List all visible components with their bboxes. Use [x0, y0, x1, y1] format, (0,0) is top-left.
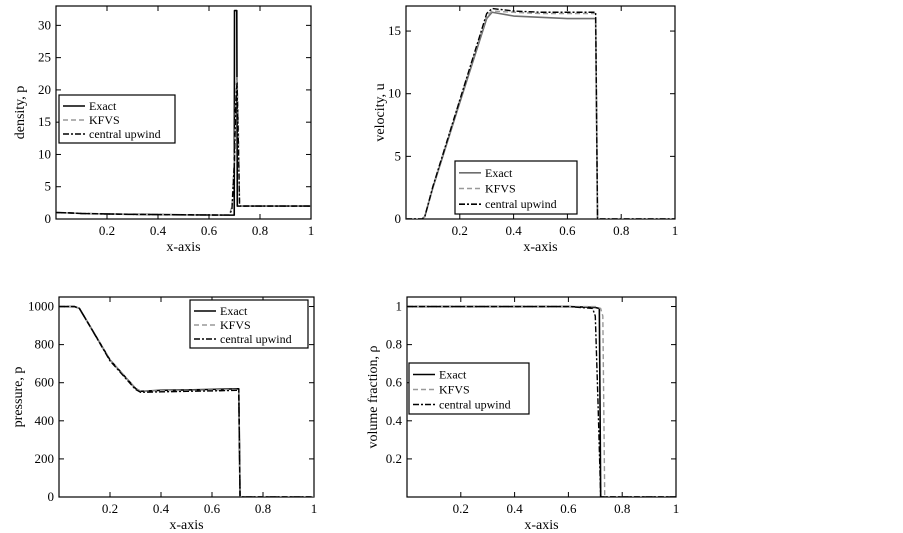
legend-box: [58, 94, 176, 144]
y-axis-label: volume fraction, ρ: [366, 345, 381, 448]
legend-label: central upwind: [485, 197, 557, 211]
chart-panel-3: 0.2 0.4 0.6 0.8 1 0 200 400 600 800 1000 x-axis pres…: [11, 296, 318, 533]
x-axis-label: x-axis: [169, 518, 203, 533]
y-tick-label: 10: [388, 86, 401, 101]
x-tick-label: 0.4: [506, 501, 523, 516]
x-tick-label: 0.6: [560, 501, 577, 516]
x-tick-label: 0.6: [204, 501, 221, 516]
y-tick-label: 0.8: [386, 337, 402, 352]
x-tick-label: 0.6: [559, 223, 576, 238]
legend-label: Exact: [220, 304, 248, 318]
x-axis-label: x-axis: [524, 518, 558, 533]
x-tick-label: 1: [672, 223, 679, 238]
y-tick-label: 800: [35, 337, 55, 352]
y-tick-label: 0.6: [386, 375, 403, 390]
x-tick-label: 0.2: [452, 223, 468, 238]
y-tick-label: 30: [38, 17, 51, 32]
y-tick-label: 400: [35, 413, 55, 428]
y-tick-label: 10: [38, 146, 51, 161]
y-tick-label: 1: [396, 299, 403, 314]
y-tick-label: 0: [45, 211, 52, 226]
y-tick-label: 5: [395, 148, 402, 163]
legend-box: [408, 362, 530, 415]
series-line-central-upwind: [56, 82, 311, 216]
y-tick-label: 200: [35, 451, 55, 466]
x-tick-label: 0.2: [453, 501, 469, 516]
legend-label: Exact: [89, 99, 117, 113]
legend-label: KFVS: [220, 318, 251, 332]
legend-label: central upwind: [439, 398, 511, 412]
x-tick-label: 0.8: [255, 501, 271, 516]
x-axis-label: x-axis: [166, 240, 200, 255]
x-tick-label: 0.8: [613, 223, 629, 238]
y-tick-label: 5: [45, 179, 52, 194]
x-tick-label: 0.8: [252, 223, 268, 238]
x-tick-label: 0.6: [201, 223, 218, 238]
legend-label: KFVS: [485, 182, 516, 196]
x-tick-label: 1: [308, 223, 315, 238]
legend-label: central upwind: [220, 332, 292, 346]
x-tick-label: 0.2: [102, 501, 118, 516]
x-tick-label: 0.4: [153, 501, 170, 516]
y-tick-label: 0: [48, 489, 55, 504]
y-tick-label: 15: [388, 23, 401, 38]
y-tick-label: 15: [38, 114, 51, 129]
y-tick-label: 20: [38, 82, 51, 97]
y-tick-label: 0.2: [386, 451, 402, 466]
x-axis-label: x-axis: [523, 240, 557, 255]
series-line-central-upwind: [407, 305, 676, 497]
legend-label: Exact: [485, 166, 513, 180]
legend-label: central upwind: [89, 127, 161, 141]
y-tick-label: 0.4: [386, 413, 403, 428]
legend-label: KFVS: [89, 113, 120, 127]
y-axis-label: velocity, u: [373, 83, 388, 141]
y-tick-label: 600: [35, 375, 55, 390]
x-tick-label: 0.4: [505, 223, 522, 238]
x-tick-label: 1: [311, 501, 318, 516]
series-line-central-upwind: [406, 7, 675, 219]
legend-label: Exact: [439, 368, 467, 382]
y-axis-label: pressure, p: [11, 367, 26, 428]
x-tick-label: 1: [673, 501, 680, 516]
legend-label: KFVS: [439, 383, 470, 397]
x-tick-label: 0.8: [614, 501, 630, 516]
chart-panel-4: 0.2 0.4 0.6 0.8 1 0.2 0.4 0.6 0.8 1 x-axis volume f…: [366, 296, 680, 533]
y-tick-label: 25: [38, 50, 51, 65]
series-line-kfvs: [406, 10, 675, 219]
y-tick-label: 0: [395, 211, 402, 226]
chart-panel-1: 0.2 0.4 0.6 0.8 1051015202530x-axisdensity, …: [13, 5, 315, 255]
legend-box: [189, 299, 309, 349]
y-axis-label: density, p: [13, 86, 28, 140]
x-tick-label: 0.2: [99, 223, 115, 238]
y-tick-label: 1000: [28, 299, 54, 314]
x-tick-label: 0.4: [150, 223, 167, 238]
legend-box: [454, 160, 578, 215]
series-line-central-upwind: [59, 305, 314, 497]
